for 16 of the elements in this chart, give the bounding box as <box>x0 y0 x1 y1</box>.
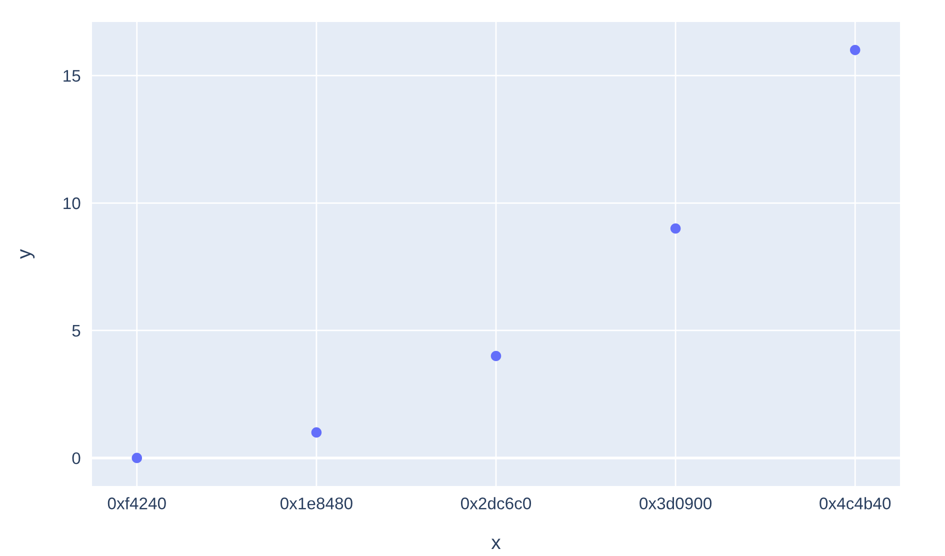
x-tick-label: 0x2dc6c0 <box>460 497 532 510</box>
y-tick-label: 15 <box>64 70 80 82</box>
x-axis-title: x <box>491 538 501 549</box>
y-tick-label: 0 <box>72 452 80 464</box>
x-tick-label: 0x3d0900 <box>640 497 712 510</box>
point <box>132 452 142 464</box>
x-tick-label: 0xf4240 <box>108 497 166 510</box>
point <box>311 427 322 438</box>
y-tick-label: 10 <box>64 197 80 210</box>
point <box>670 223 681 234</box>
point <box>850 44 860 56</box>
y-tick-label: 5 <box>72 325 80 337</box>
x-tick-label: 0x1e8480 <box>280 498 352 510</box>
y-axis-title: y <box>20 249 35 259</box>
x-tick-label: 0x4c4b40 <box>820 497 891 510</box>
point <box>490 350 502 362</box>
